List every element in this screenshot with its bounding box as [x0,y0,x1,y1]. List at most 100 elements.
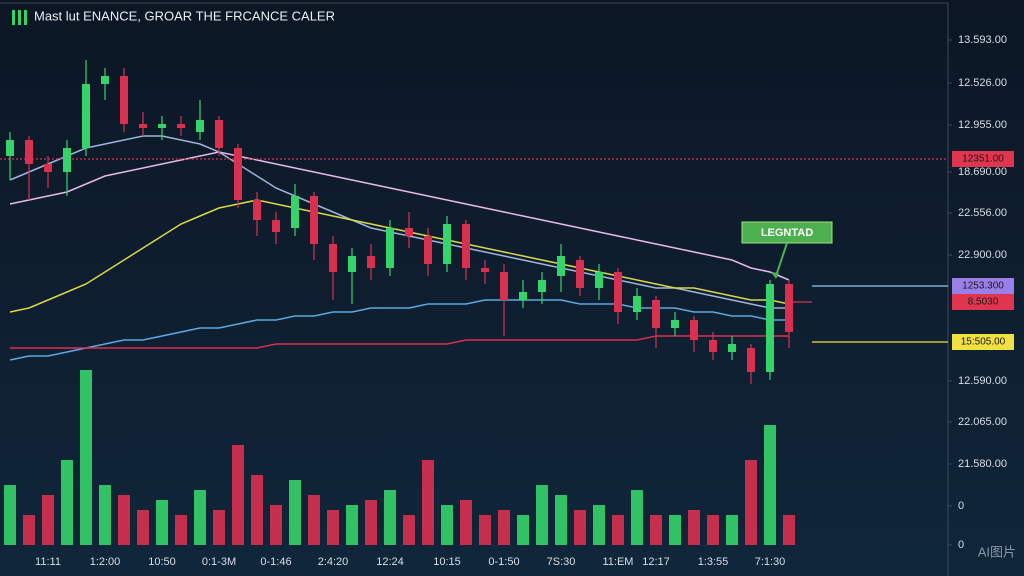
candle-body [367,256,375,268]
y-tick-label: 0 [958,500,964,512]
x-tick-label: 1:3:55 [698,556,729,568]
candle-body [652,300,660,328]
candle-body [405,228,413,236]
volume-bar [517,515,529,545]
candle-body [82,84,90,148]
candle-body [291,196,299,228]
x-tick-label: 0-1:50 [488,556,519,568]
volume-bar [422,460,434,545]
candle-body [63,148,71,172]
volume-bar [308,495,320,545]
volume-bar [346,505,358,545]
volume-bar [688,510,700,545]
volume-bar [194,490,206,545]
volume-bar [251,475,263,545]
candle-body [386,228,394,268]
volume-bar [403,515,415,545]
volume-bar [61,460,73,545]
y-tick-label: 22.065.00 [958,416,1007,428]
volume-bar [669,515,681,545]
candle-body [595,272,603,288]
volume-bar [23,515,35,545]
volume-bar [175,515,187,545]
candle-body [443,224,451,264]
candle-body [671,320,679,328]
x-tick-label: 12:24 [376,556,404,568]
annotation-arrowhead [771,272,779,279]
logo-bar [18,10,21,25]
volume-bar [232,445,244,545]
volume-bar [536,485,548,545]
volume-bar [460,500,472,545]
candle-body [234,148,242,200]
candle-body [690,320,698,340]
candle-body [177,124,185,128]
x-tick-label: 7S:30 [547,556,576,568]
candle-body [158,124,166,128]
watermark: AI图片 [978,544,1016,559]
x-tick-label: 10:15 [433,556,461,568]
y-tick-label: 22.556.00 [958,207,1007,219]
level-label-box [952,278,1014,294]
level-label: 8.5030 [968,297,999,308]
candle-body [120,76,128,124]
volume-bar [365,500,377,545]
volume-bar [479,515,491,545]
candle-body [215,120,223,148]
annotation-arrow [775,242,788,277]
candle-body [424,236,432,264]
y-tick-label: 22.900.00 [958,249,1007,261]
average-line [10,335,789,349]
volume-bar [631,490,643,545]
x-tick-label: 0:1-3M [202,556,236,568]
candle-body [557,256,565,276]
candle-body [709,340,717,352]
candle-body [253,200,261,220]
level-label-box [952,151,1014,167]
candle-body [519,292,527,300]
logo-bar [24,10,27,25]
volume-bar [327,510,339,545]
candle-body [747,348,755,372]
volume-bar [707,515,719,545]
volume-bar [745,460,757,545]
candle-body [6,140,14,156]
volume-bar [289,480,301,545]
average-line [9,151,790,281]
y-tick-label: 13.593.00 [958,34,1007,46]
x-tick-label: 10:50 [148,556,176,568]
volume-bar [42,495,54,545]
average-line [9,135,789,309]
volume-bar [555,495,567,545]
candle-body [785,284,793,332]
annotation-text: LEGNTAD [761,227,813,239]
volume-bar [80,370,92,545]
volume-bar [612,515,624,545]
candle-body [310,196,318,244]
volume-bar [384,490,396,545]
volume-bar [118,495,130,545]
x-tick-label: 1:2:00 [90,556,121,568]
candle-body [538,280,546,292]
volume-bar [4,485,16,545]
level-label-box [952,294,1014,310]
volume-bar [726,515,738,545]
volume-bar [137,510,149,545]
candle-body [462,224,470,268]
volume-bar [764,425,776,545]
logo-bar [12,10,15,25]
chart-title: Mast lut ENANCE, GROAR THE FRCANCE CALER [34,8,335,23]
average-line [9,199,790,313]
y-tick-label: 12.955.00 [958,119,1007,131]
candle-body [633,296,641,312]
x-tick-label: 2:4:20 [318,556,349,568]
x-tick-label: 12:17 [642,556,670,568]
candle-body [44,164,52,172]
candle-body [196,120,204,132]
level-label: 12351.00 [962,154,1004,165]
volume-bar [99,485,111,545]
level-label-box [952,334,1014,350]
candle-body [576,260,584,288]
volume-bar [156,500,168,545]
